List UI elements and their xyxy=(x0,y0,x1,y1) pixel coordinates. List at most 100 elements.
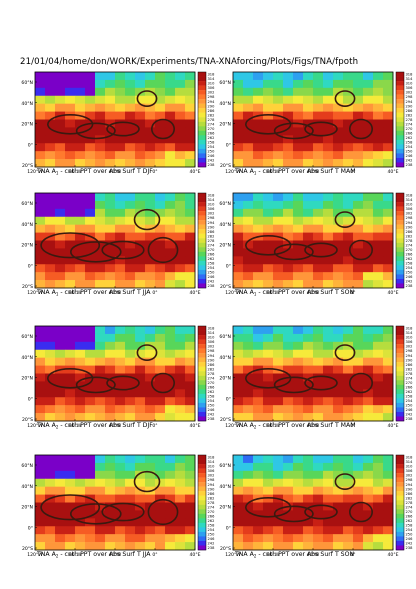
lon-tick-label: 0° xyxy=(152,290,157,296)
heatmap-cell xyxy=(75,333,86,343)
heatmap-cell xyxy=(283,341,294,351)
precip-contour xyxy=(46,367,94,389)
colorbar-label: 290 xyxy=(208,104,216,108)
colorbar-segment xyxy=(198,135,206,141)
heatmap-cell xyxy=(303,151,314,160)
heatmap-cell xyxy=(323,200,334,210)
heatmap-cell xyxy=(323,264,334,273)
heatmap-cell xyxy=(75,470,86,480)
heatmap-cell xyxy=(125,232,136,241)
heatmap-cell xyxy=(323,143,334,152)
heatmap-cell xyxy=(145,79,156,89)
heatmap-cell xyxy=(303,405,314,414)
colorbar-label: 318 xyxy=(406,456,414,460)
heatmap-cell xyxy=(115,232,126,241)
heatmap-cell xyxy=(363,455,374,464)
heatmap-cell xyxy=(145,127,156,136)
heatmap-cell xyxy=(243,87,254,97)
heatmap-cell xyxy=(323,135,334,144)
colorbar-segment xyxy=(198,85,206,91)
lat-tick-label: 20°S xyxy=(22,163,33,169)
heatmap-cell xyxy=(343,193,354,202)
heatmap-cell xyxy=(185,381,196,390)
heatmap-cell xyxy=(165,381,176,390)
heatmap-cell xyxy=(55,478,66,487)
heatmap-cell xyxy=(263,381,274,390)
heatmap-cell xyxy=(373,486,384,495)
heatmap-cell xyxy=(175,349,186,358)
heatmap-cell xyxy=(353,232,364,241)
heatmap-cell xyxy=(75,405,86,414)
heatmap-cell xyxy=(343,135,354,144)
heatmap-cell xyxy=(45,542,56,551)
heatmap-cell xyxy=(253,470,264,480)
heatmap-cell xyxy=(165,405,176,414)
colorbar-label: 282 xyxy=(406,113,413,117)
colorbar-frame xyxy=(197,192,207,289)
heatmap-cell xyxy=(105,397,116,406)
colorbar-segment xyxy=(396,229,404,234)
colorbar-label: 246 xyxy=(406,154,414,158)
heatmap-cell xyxy=(85,280,96,289)
heatmap-cell xyxy=(333,111,344,120)
colorbar-label: 274 xyxy=(208,505,216,509)
heatmap-cell xyxy=(185,87,196,97)
colorbar-label: 250 xyxy=(406,533,414,537)
colorbar-label: 294 xyxy=(208,100,216,104)
heatmap-cell xyxy=(95,494,106,503)
precip-contour xyxy=(147,498,179,526)
heatmap-cell xyxy=(263,72,274,81)
heatmap-cell xyxy=(293,79,304,89)
heatmap-cell xyxy=(313,494,324,503)
heatmap-cell xyxy=(155,413,166,422)
colorbar-label: 258 xyxy=(208,523,216,527)
heatmap-cell xyxy=(323,357,334,366)
colorbar-segment xyxy=(396,242,404,248)
heatmap-cell xyxy=(383,413,394,422)
heatmap-cell xyxy=(243,280,254,289)
colorbar-segment xyxy=(198,339,206,345)
heatmap-cell xyxy=(145,405,156,414)
colorbar-label: 278 xyxy=(406,118,414,122)
heatmap-cell xyxy=(115,216,126,225)
heatmap-cell xyxy=(373,232,384,241)
heatmap-cell xyxy=(95,264,106,273)
heatmap-cell xyxy=(243,326,254,335)
heatmap-cell xyxy=(313,103,324,112)
heatmap-cell xyxy=(373,272,384,281)
heatmap-cell xyxy=(35,462,46,472)
heatmap-cell xyxy=(185,95,196,104)
lon-tick-label: 120°W xyxy=(225,552,241,558)
colorbar-segment xyxy=(396,362,404,367)
heatmap-cell xyxy=(383,72,394,81)
heatmap-cell xyxy=(263,510,274,519)
heatmap-cell xyxy=(125,224,136,233)
heatmap-cell xyxy=(373,193,384,202)
heatmap-cell xyxy=(45,486,56,495)
heatmap-cell xyxy=(313,413,324,422)
heatmap-cell xyxy=(303,232,314,241)
precip-contour xyxy=(101,502,145,522)
heatmap-cell xyxy=(353,510,364,519)
heatmap-cell xyxy=(373,159,384,168)
heatmap-cell xyxy=(55,518,66,527)
colorbar-label: 310 xyxy=(208,336,216,340)
heatmap-cell xyxy=(105,111,116,120)
heatmap-cell xyxy=(135,494,146,503)
colorbar-segment xyxy=(396,527,404,533)
heatmap-cell xyxy=(363,478,374,487)
heatmap-cell xyxy=(75,486,86,495)
colorbar-label: 282 xyxy=(406,234,413,238)
colorbar-label: 302 xyxy=(208,474,215,478)
colorbar-label: 294 xyxy=(406,221,414,225)
heatmap-cell xyxy=(313,79,324,89)
heatmap-cell xyxy=(55,256,66,265)
heatmap-cell xyxy=(363,264,374,273)
heatmap-cell xyxy=(303,462,314,472)
heatmap-cell xyxy=(65,333,76,343)
heatmap-cell xyxy=(383,526,394,535)
heatmap-cell xyxy=(283,208,294,218)
heatmap-cell xyxy=(383,224,394,233)
heatmap-cell xyxy=(283,486,294,495)
heatmap-cell xyxy=(373,349,384,358)
